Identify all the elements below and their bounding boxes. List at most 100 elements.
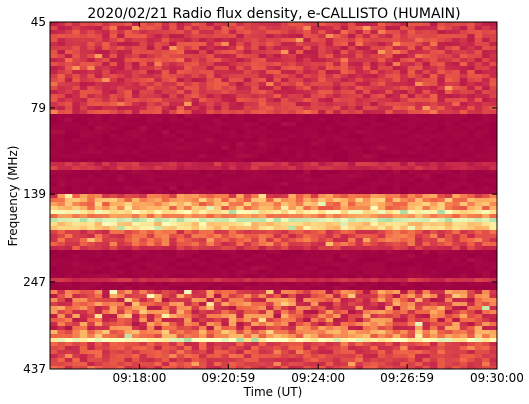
spectrogram-cell [236,338,245,343]
spectrogram-cell [400,226,408,231]
spectrogram-cell [94,354,103,359]
spectrogram-cell [213,226,222,231]
spectrogram-cell [79,286,88,291]
spectrogram-cell [444,350,453,355]
spectrogram-cell [400,278,408,283]
spectrogram-cell [280,170,289,175]
spectrogram-cell [213,126,222,131]
spectrogram-cell [355,74,364,79]
spectrogram-cell [400,34,408,39]
spectrogram-cell [489,238,498,243]
spectrogram-cell [94,214,103,219]
spectrogram-cell [199,158,207,163]
spectrogram-cell [117,58,125,63]
spectrogram-cell [273,102,282,107]
spectrogram-cell [64,182,73,187]
spectrogram-cell [407,50,416,55]
spectrogram-cell [236,126,245,131]
spectrogram-cell [377,66,386,71]
spectrogram-cell [437,198,446,203]
spectrogram-cell [94,22,103,27]
spectrogram-cell [310,102,319,107]
spectrogram-cell [407,134,416,139]
spectrogram-cell [139,322,148,327]
spectrogram-cell [415,290,423,295]
spectrogram-cell [258,342,267,347]
spectrogram-cell [303,226,312,231]
spectrogram-cell [266,50,274,55]
spectrogram-cell [340,46,349,51]
spectrogram-cell [50,222,58,227]
spectrogram-cell [236,186,245,191]
spectrogram-cell [273,214,282,219]
spectrogram-cell [362,190,371,195]
spectrogram-cell [266,278,274,283]
spectrogram-cell [444,30,453,35]
spectrogram-cell [288,66,297,71]
spectrogram-cell [333,214,341,219]
spectrogram-cell [489,338,498,343]
spectrogram-cell [318,138,327,143]
spectrogram-cell [340,30,349,35]
spectrogram-cell [377,142,386,147]
spectrogram-cell [355,302,364,307]
spectrogram-cell [109,126,118,131]
spectrogram-cell [236,26,245,31]
spectrogram-cell [467,162,476,167]
spectrogram-cell [444,194,453,199]
spectrogram-cell [437,182,446,187]
spectrogram-cell [102,306,110,311]
spectrogram-cell [251,202,259,207]
spectrogram-cell [452,302,461,307]
spectrogram-cell [370,102,379,107]
spectrogram-cell [124,246,133,251]
spectrogram-cell [221,38,230,43]
spectrogram-cell [385,54,394,59]
spectrogram-cell [139,330,148,335]
spectrogram-cell [64,102,73,107]
spectrogram-cell [415,198,423,203]
spectrogram-cell [50,150,58,155]
spectrogram-cell [325,26,334,31]
spectrogram-cell [124,66,133,71]
spectrogram-cell [377,338,386,343]
spectrogram-cell [407,254,416,259]
spectrogram-cell [452,158,461,163]
spectrogram-cell [79,34,88,39]
spectrogram-cell [474,186,483,191]
spectrogram-cell [236,286,245,291]
spectrogram-cell [280,126,289,131]
spectrogram-cell [429,166,438,171]
spectrogram-cell [415,138,423,143]
spectrogram-cell [213,202,222,207]
spectrogram-cell [318,214,327,219]
spectrogram-cell [288,178,297,183]
spectrogram-cell [489,302,498,307]
spectrogram-cell [310,62,319,67]
spectrogram-cell [437,134,446,139]
spectrogram-cell [422,270,431,275]
spectrogram-cell [452,154,461,159]
spectrogram-cell [482,326,490,331]
spectrogram-cell [303,350,312,355]
spectrogram-cell [124,126,133,131]
spectrogram-cell [72,234,81,239]
spectrogram-cell [94,246,103,251]
spectrogram-cell [184,62,192,67]
spectrogram-cell [176,186,185,191]
spectrogram-cell [459,198,468,203]
spectrogram-cell [176,262,185,267]
spectrogram-cell [325,250,334,255]
spectrogram-cell [72,114,81,119]
spectrogram-cell [482,166,490,171]
spectrogram-cell [50,42,58,47]
spectrogram-cell [206,322,215,327]
spectrogram-cell [191,58,200,63]
spectrogram-cell [191,110,200,115]
spectrogram-cell [489,342,498,347]
spectrogram-cell [348,210,356,215]
spectrogram-cell [400,182,408,187]
spectrogram-cell [422,186,431,191]
spectrogram-cell [333,46,341,51]
spectrogram-cell [377,242,386,247]
